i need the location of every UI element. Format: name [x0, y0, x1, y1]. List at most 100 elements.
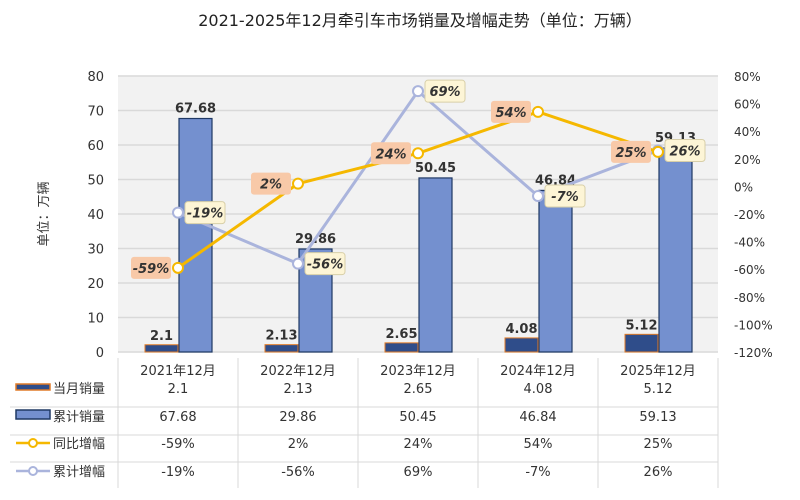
y2-tick-label: -100% — [734, 318, 773, 332]
y-tick-label: 80 — [87, 70, 104, 85]
y-tick-label: 0 — [96, 346, 104, 361]
yoy-growth-label-box — [491, 100, 531, 123]
legend-label: 累计增幅 — [53, 465, 105, 480]
table-cell: 2.1 — [168, 382, 189, 397]
yoy-growth-label: -59% — [133, 262, 170, 277]
bar-label-monthly: 2.65 — [385, 327, 417, 342]
yoy-growth-marker — [172, 261, 184, 274]
table-cell: 2% — [288, 437, 309, 452]
bar-monthly-sales — [624, 333, 659, 353]
yoy-growth-marker — [412, 147, 424, 160]
yoy-growth-label: 54% — [495, 106, 526, 121]
yoy-growth-marker — [532, 105, 544, 118]
cumulative-growth-label: 69% — [429, 85, 460, 100]
bar-cumulative-sales — [658, 147, 693, 353]
y2-tick-label: 20% — [734, 153, 761, 167]
y2-tick-label: -60% — [734, 263, 765, 277]
bar-monthly-sales — [144, 344, 179, 353]
bar-label-monthly: 2.1 — [150, 329, 173, 344]
x-category-label: 2021年12月 — [140, 364, 216, 379]
cumulative-growth-label: -56% — [307, 258, 344, 273]
table-cell: 2.13 — [284, 382, 313, 397]
table-cell: -7% — [525, 465, 550, 480]
x-category-label: 2022年12月 — [260, 364, 336, 379]
legend-key-cumulative-sales — [15, 409, 51, 420]
cumulative-growth-label-box — [544, 184, 586, 208]
cumulative-growth-marker — [172, 206, 184, 219]
table-cell: 24% — [404, 437, 433, 452]
legend-key-monthly-sales — [15, 383, 51, 391]
table-cell: 69% — [404, 465, 433, 480]
yoy-growth-label-box — [611, 140, 651, 163]
y2-tick-label: 40% — [734, 125, 761, 139]
bar-cumulative-sales — [178, 117, 213, 353]
y2-tick-label: 60% — [734, 98, 761, 112]
yoy-growth-label-box — [251, 172, 291, 195]
bar-label-monthly: 4.08 — [505, 322, 537, 337]
table-cell: 50.45 — [399, 410, 436, 425]
yoy-growth-label-box — [371, 142, 411, 165]
cumulative-growth-label: -19% — [187, 207, 224, 222]
yoy-growth-label: 25% — [615, 146, 646, 161]
y2-tick-label: -80% — [734, 291, 765, 305]
table-cell: -59% — [161, 437, 195, 452]
table-cell: 46.84 — [519, 410, 556, 425]
table-cell: 54% — [524, 437, 553, 452]
chart-title: 2021-2025年12月牵引车市场销量及增幅走势（单位：万辆） — [198, 11, 642, 30]
cumulative-growth-label-box — [424, 79, 466, 103]
bar-label-monthly: 5.12 — [625, 318, 657, 333]
y2-tick-label: -40% — [734, 236, 765, 250]
legend-key-marker — [28, 438, 38, 448]
y-tick-label: 50 — [87, 174, 104, 189]
table-cell: -19% — [161, 465, 195, 480]
cumulative-growth-marker — [412, 85, 424, 98]
cumulative-growth-label-box — [304, 252, 346, 276]
bar-cumulative-sales — [538, 189, 573, 353]
table-cell: 67.68 — [159, 410, 196, 425]
bar-monthly-sales — [384, 342, 419, 353]
y-axis-label: 单位：万辆 — [37, 181, 52, 246]
cumulative-growth-label: -7% — [551, 190, 578, 205]
table-cell: 5.12 — [644, 382, 673, 397]
cumulative-growth-label: 26% — [669, 145, 700, 160]
cumulative-growth-label-box — [664, 139, 706, 163]
table-cell: 2.65 — [404, 382, 433, 397]
legend-key-marker — [28, 466, 38, 476]
y-tick-label: 20 — [87, 277, 104, 292]
x-category-label: 2025年12月 — [620, 364, 696, 379]
y2-tick-label: 80% — [734, 70, 761, 84]
y-tick-label: 40 — [87, 208, 104, 223]
yoy-growth-marker — [652, 145, 664, 158]
x-category-label: 2024年12月 — [500, 364, 576, 379]
y2-tick-label: 0% — [734, 180, 753, 194]
table-cell: -56% — [281, 465, 315, 480]
cumulative-growth-marker — [532, 190, 544, 203]
table-cell: 29.86 — [279, 410, 316, 425]
yoy-growth-label: 2% — [260, 178, 282, 193]
bar-label-cumulative: 67.68 — [175, 102, 216, 117]
yoy-growth-label: 24% — [375, 147, 406, 162]
table-cell: 4.08 — [524, 382, 553, 397]
legend-label: 累计销量 — [53, 410, 105, 425]
bar-label-monthly: 2.13 — [265, 329, 297, 344]
legend-label: 同比增幅 — [53, 437, 105, 452]
legend-label: 当月销量 — [53, 382, 105, 397]
y-tick-label: 60 — [87, 139, 104, 154]
table-cell: 59.13 — [639, 410, 676, 425]
y-tick-label: 10 — [87, 312, 104, 327]
y2-tick-label: -120% — [734, 346, 773, 360]
yoy-growth-label-box — [131, 256, 171, 279]
table-cell: 26% — [644, 465, 673, 480]
cumulative-growth-marker — [292, 257, 304, 270]
bar-monthly-sales — [264, 344, 299, 353]
y-tick-label: 30 — [87, 243, 104, 258]
bar-label-cumulative: 50.45 — [415, 161, 456, 176]
x-category-label: 2023年12月 — [380, 364, 456, 379]
cumulative-growth-label-box — [184, 201, 226, 225]
y2-tick-label: -20% — [734, 208, 765, 222]
bar-cumulative-sales — [418, 177, 453, 353]
table-cell: 25% — [644, 437, 673, 452]
y-tick-label: 70 — [87, 105, 104, 120]
